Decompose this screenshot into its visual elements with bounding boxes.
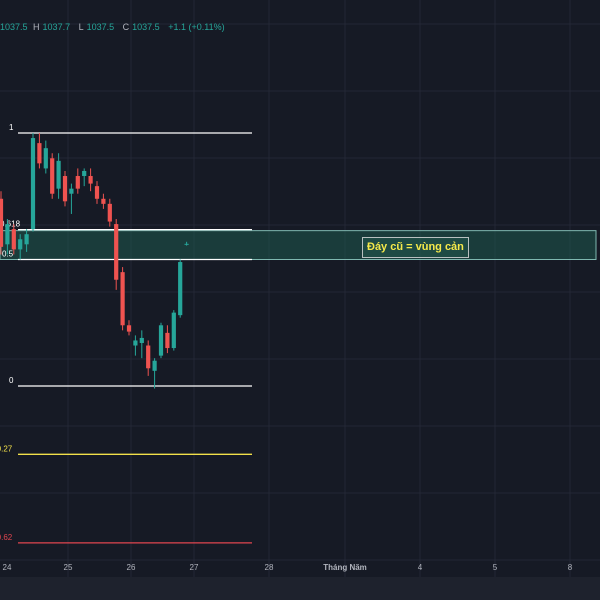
candle-body (158, 325, 164, 356)
candle-body (0, 198, 4, 247)
candle-body (178, 262, 183, 316)
ohlc-legend: 1037.5 H 1037.7 L 1037.5 C 1037.5 +1.1 (+0.… (0, 22, 228, 32)
candle-body (69, 188, 74, 194)
open-value: 1037.5 (0, 22, 28, 32)
candle-body (94, 186, 100, 199)
candle-body (30, 138, 36, 230)
fib-level-label: 0 (9, 376, 14, 385)
candle-body (18, 239, 23, 250)
candle-body (139, 337, 144, 343)
candle-body (126, 325, 132, 332)
x-axis-tick-label: 24 (3, 563, 12, 572)
candle-body (152, 360, 157, 371)
candle-body (11, 229, 16, 250)
candle-body (101, 198, 106, 204)
candle-body (146, 345, 151, 369)
high-value: 1037.7 (42, 22, 71, 32)
candle-body (5, 224, 10, 245)
x-axis-tick-label: 28 (265, 563, 274, 572)
resistance-zone-band (0, 230, 597, 260)
annotation-label[interactable]: Đáy cũ = vùng cản (362, 237, 469, 258)
fib-level-label: -0.62 (0, 533, 13, 542)
low-label: L (78, 22, 84, 32)
candle-body (120, 272, 125, 326)
bottom-toolbar-strip (0, 577, 600, 600)
candle-body (24, 234, 29, 245)
candle-body (165, 332, 170, 349)
change-value: +1.1 (+0.11%) (168, 22, 225, 32)
candle-body (50, 158, 55, 194)
low-value: 1037.5 (86, 22, 115, 32)
candle-body (184, 243, 189, 245)
candle-body (56, 160, 61, 189)
candle-body (133, 340, 138, 346)
candle-body (37, 143, 42, 164)
close-value: 1037.5 (132, 22, 160, 32)
fib-level-label: -0.27 (0, 444, 13, 453)
candle-body (43, 148, 48, 169)
x-axis-tick-label: 25 (64, 563, 73, 572)
high-label: H (33, 22, 40, 32)
fib-level-label: 0.618 (0, 220, 21, 229)
candle-body (107, 203, 112, 222)
resistance-zone[interactable] (0, 230, 597, 260)
candle-body (82, 170, 87, 177)
x-axis-tick-label: 26 (127, 563, 136, 572)
grid-lines (0, 0, 600, 577)
x-axis-tick-label: 5 (493, 563, 498, 572)
time-axis[interactable]: 24 25 26 27 28 Tháng Năm 4 5 8 (3, 563, 573, 572)
candlesticks (0, 133, 189, 389)
fib-level-label: 1 (9, 123, 14, 132)
x-axis-tick-label: Tháng Năm (323, 563, 367, 572)
close-label: C (122, 22, 130, 32)
x-axis-tick-label: 8 (568, 563, 573, 572)
candle-body (171, 312, 176, 349)
candle-body (114, 224, 119, 280)
x-axis-tick-label: 4 (418, 563, 423, 572)
candle-body (88, 176, 93, 184)
candle-body (62, 176, 68, 202)
x-axis-tick-label: 27 (190, 563, 199, 572)
candle-body (75, 176, 80, 189)
